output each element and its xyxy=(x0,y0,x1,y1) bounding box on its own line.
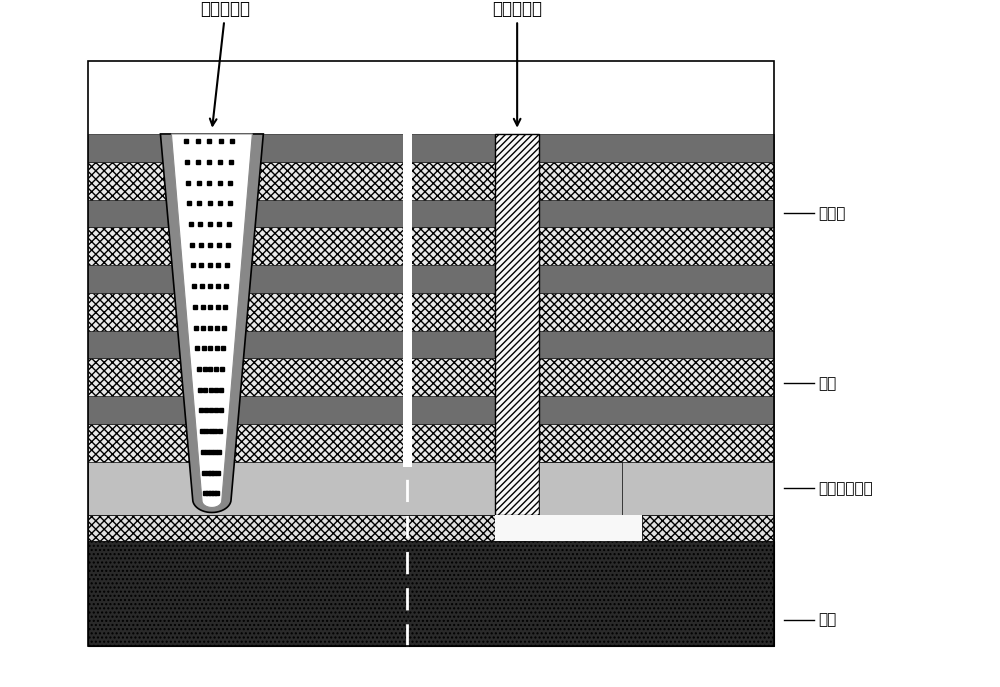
Text: 虚设沟道孔: 虚设沟道孔 xyxy=(492,0,542,126)
Text: 缝隙: 缝隙 xyxy=(819,376,837,391)
Bar xyxy=(88,396,774,424)
Bar xyxy=(88,134,774,161)
Bar xyxy=(88,265,774,293)
Bar xyxy=(88,541,774,646)
Bar xyxy=(539,462,622,515)
Bar xyxy=(88,424,774,462)
Text: 底部多晶硅层: 底部多晶硅层 xyxy=(819,481,873,496)
Bar xyxy=(539,515,642,541)
Polygon shape xyxy=(171,134,252,508)
Bar xyxy=(495,134,539,515)
Polygon shape xyxy=(160,134,263,513)
Text: 衬底: 衬底 xyxy=(819,613,837,628)
Text: 填充物: 填充物 xyxy=(819,206,846,221)
Bar xyxy=(88,227,774,265)
Bar xyxy=(88,330,774,359)
Bar xyxy=(88,359,774,396)
Bar xyxy=(88,515,774,541)
Bar xyxy=(88,161,774,199)
Bar xyxy=(495,515,642,541)
Bar xyxy=(88,462,774,515)
Bar xyxy=(403,134,412,467)
Bar xyxy=(88,60,774,646)
Text: 存储沟道孔: 存储沟道孔 xyxy=(201,0,251,126)
Bar xyxy=(88,199,774,227)
Bar xyxy=(88,293,774,330)
